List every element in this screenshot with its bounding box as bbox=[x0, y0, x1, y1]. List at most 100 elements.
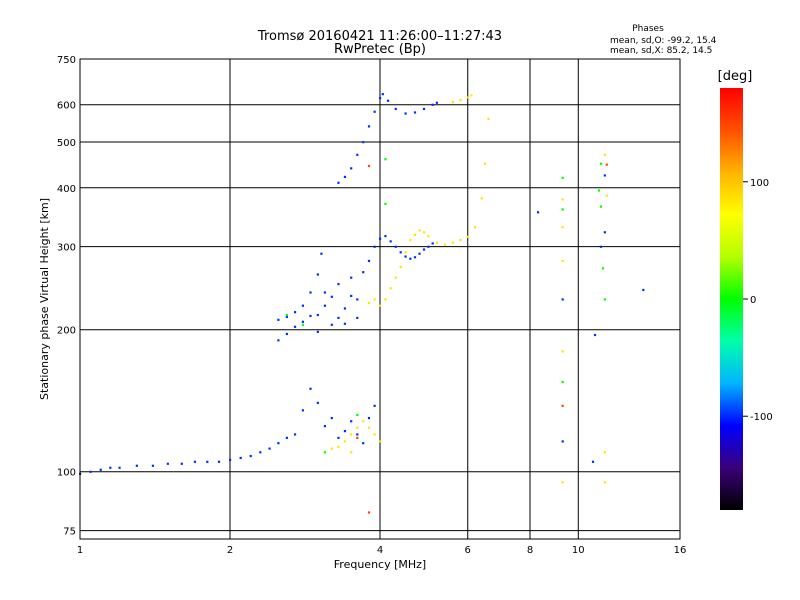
data-point bbox=[431, 103, 434, 106]
data-point bbox=[394, 245, 397, 248]
colorbar-tick-label: 100 bbox=[750, 178, 769, 189]
data-point bbox=[367, 426, 371, 429]
colorbar-tick-label: -100 bbox=[750, 412, 773, 423]
data-point bbox=[603, 174, 606, 177]
data-point bbox=[193, 460, 197, 463]
data-point bbox=[337, 181, 340, 184]
data-point bbox=[381, 93, 384, 96]
data-point bbox=[350, 276, 353, 279]
data-point bbox=[337, 283, 340, 286]
data-point bbox=[268, 447, 271, 450]
data-point bbox=[487, 117, 490, 121]
data-point bbox=[451, 100, 455, 104]
data-point bbox=[343, 429, 347, 433]
x-tick-label: 4 bbox=[377, 545, 383, 556]
data-point bbox=[350, 167, 353, 170]
data-point bbox=[316, 313, 319, 317]
data-point bbox=[459, 98, 462, 102]
data-point bbox=[389, 287, 392, 290]
data-point bbox=[413, 256, 417, 259]
data-point bbox=[316, 401, 319, 404]
data-point bbox=[239, 456, 242, 460]
data-point bbox=[367, 511, 371, 514]
data-point bbox=[394, 276, 397, 279]
data-point bbox=[356, 298, 359, 301]
data-point bbox=[603, 298, 606, 301]
data-point bbox=[642, 288, 645, 292]
data-point bbox=[367, 125, 371, 128]
colorbar-tick-label: 0 bbox=[750, 295, 756, 306]
data-point bbox=[399, 265, 402, 268]
y-tick-label: 100 bbox=[57, 468, 76, 479]
data-point bbox=[459, 238, 462, 242]
data-point bbox=[418, 229, 421, 232]
phases-title: Phases bbox=[632, 24, 664, 34]
data-point bbox=[561, 226, 564, 229]
x-tick-label: 2 bbox=[227, 545, 233, 556]
phases-x-stats: mean, sd,X: 85.2, 14.5 bbox=[610, 46, 712, 56]
colorbar-label: [deg] bbox=[718, 69, 753, 84]
data-point bbox=[323, 291, 327, 294]
data-point bbox=[99, 468, 102, 471]
grid-lines bbox=[80, 59, 680, 539]
data-point bbox=[435, 101, 438, 104]
data-point bbox=[451, 241, 455, 244]
data-point bbox=[356, 426, 359, 429]
data-point bbox=[561, 208, 564, 211]
data-point bbox=[422, 248, 426, 251]
data-point bbox=[301, 409, 305, 412]
data-point bbox=[356, 433, 359, 436]
data-point bbox=[293, 325, 297, 328]
data-point bbox=[427, 235, 430, 238]
data-point bbox=[293, 311, 297, 314]
data-point bbox=[561, 350, 564, 353]
data-point bbox=[561, 198, 564, 201]
data-point bbox=[599, 245, 603, 248]
data-point bbox=[367, 301, 371, 305]
x-tick-label: 6 bbox=[465, 545, 471, 556]
data-point bbox=[277, 442, 280, 445]
data-point bbox=[285, 315, 288, 319]
data-point bbox=[373, 433, 376, 436]
y-tick-label: 400 bbox=[57, 184, 76, 195]
data-point bbox=[301, 304, 305, 307]
data-point bbox=[180, 462, 183, 465]
data-point bbox=[356, 436, 359, 440]
data-point bbox=[109, 466, 112, 469]
data-points bbox=[79, 93, 645, 514]
data-point bbox=[309, 387, 312, 390]
data-point bbox=[343, 322, 347, 325]
data-point bbox=[379, 237, 382, 240]
data-point bbox=[593, 333, 597, 337]
data-point bbox=[277, 318, 280, 321]
data-point bbox=[386, 99, 390, 102]
data-point bbox=[206, 460, 209, 463]
data-point bbox=[316, 273, 319, 276]
data-point bbox=[309, 314, 312, 318]
data-point bbox=[151, 464, 155, 467]
data-point bbox=[561, 298, 564, 301]
data-point bbox=[384, 202, 387, 205]
colorbar-ticks: -100 0 100 bbox=[743, 178, 773, 423]
data-point bbox=[301, 320, 305, 323]
data-point bbox=[337, 316, 340, 319]
data-point bbox=[367, 259, 371, 263]
data-point bbox=[404, 255, 407, 258]
x-tick-label: 1 bbox=[77, 545, 83, 556]
data-point bbox=[473, 226, 477, 229]
data-point bbox=[536, 211, 540, 214]
data-point bbox=[379, 440, 382, 443]
data-point bbox=[249, 454, 252, 458]
data-point bbox=[330, 323, 333, 326]
data-point bbox=[323, 425, 327, 428]
data-point bbox=[603, 481, 606, 484]
y-tick-label: 600 bbox=[57, 101, 76, 112]
data-point bbox=[362, 420, 365, 423]
data-point bbox=[323, 451, 327, 454]
data-point bbox=[418, 252, 421, 255]
data-point bbox=[384, 158, 387, 161]
data-point bbox=[362, 442, 365, 445]
data-point bbox=[413, 111, 417, 114]
data-point bbox=[367, 416, 371, 420]
